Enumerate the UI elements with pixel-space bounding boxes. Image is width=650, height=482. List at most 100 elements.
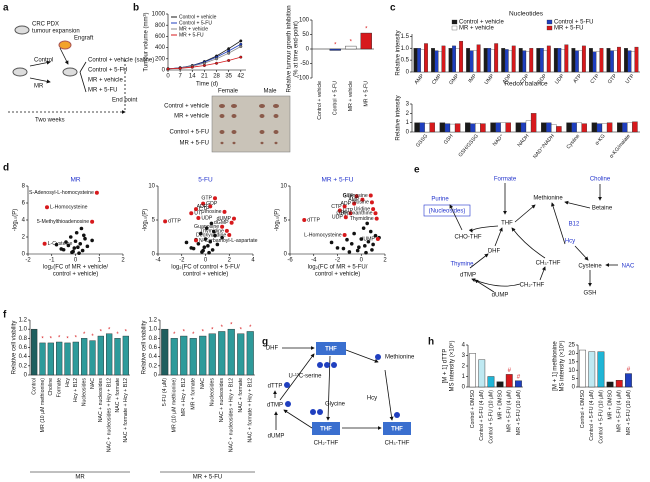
bar: [452, 45, 456, 73]
highlight-point: [348, 211, 353, 216]
category-label: Nucleosides: [210, 378, 216, 407]
point-label: UDP: [201, 215, 212, 221]
category-label: MR + formate: [191, 378, 197, 410]
y-tick-label: 0: [406, 70, 410, 76]
significance-mark: #: [508, 368, 512, 374]
bar: [494, 43, 499, 73]
bar: [574, 50, 579, 73]
significance-mark: *: [365, 27, 368, 33]
node: Purine: [431, 197, 449, 203]
point: [190, 65, 194, 69]
highlight-point: [163, 219, 168, 224]
highlight-point: [194, 238, 198, 243]
arrow: [29, 77, 51, 84]
panel-label: f: [3, 310, 7, 321]
category-label: Hcy: [65, 378, 71, 387]
category-label: MR + DMSO: [607, 390, 613, 420]
highlight-point: [342, 232, 347, 237]
legend-label: MR + vehicle: [179, 26, 208, 32]
legend-swatch: [451, 19, 458, 25]
bar: [438, 51, 442, 73]
node: (Nucleosides): [429, 209, 466, 215]
bar: [473, 50, 478, 73]
legend-label: MR + vehicle: [459, 26, 495, 32]
tumour-icon: [58, 40, 72, 50]
category-label: Choline: [48, 378, 54, 396]
point: [178, 66, 182, 70]
point: [66, 243, 71, 248]
box: [423, 204, 471, 217]
bar: [469, 50, 474, 73]
y-tick-label: 1: [462, 374, 466, 380]
point: [364, 250, 368, 255]
x-tick-label: -2: [335, 258, 341, 264]
point-label: CTP: [331, 204, 342, 210]
bar: [622, 122, 628, 133]
significance-mark: *: [100, 330, 103, 336]
x-tick-label: 1: [98, 258, 102, 264]
bar: [591, 122, 598, 133]
category-label: NAC + formate + Hcy + B12: [123, 378, 129, 443]
category-label: MR (10 µM methionine): [40, 378, 46, 433]
highlight-point: [42, 241, 47, 246]
highlight-point: [224, 228, 229, 233]
x-axis-label: log₂(FC of MR + 5-FU/: [308, 265, 368, 271]
category-label: Control + DMSO: [470, 390, 476, 428]
y-tick-label: 600: [155, 34, 166, 40]
bar: [581, 123, 587, 133]
point: [76, 245, 80, 249]
point: [365, 221, 369, 226]
bar: [500, 122, 506, 133]
category-label: IMP: [467, 73, 478, 84]
point-label: dUMP: [217, 216, 232, 222]
node: Choline: [590, 177, 611, 183]
y-axis-label: [M + 1] dTTP: [443, 349, 449, 384]
category-label: NAC + nucleosides + Hcy + B12: [107, 378, 113, 452]
y-tick-label: 2: [22, 235, 26, 241]
x-axis-label: log₂(FC of control + 5-FU/: [171, 265, 240, 271]
bar: [606, 122, 613, 133]
point: [227, 51, 231, 55]
bar: [617, 46, 621, 73]
y-tick-label: 25: [568, 343, 575, 349]
highlight-point: [194, 207, 198, 212]
x-tick-label: 2: [228, 258, 232, 264]
point: [207, 250, 211, 255]
bar: [564, 44, 569, 73]
category-label: CMP: [431, 73, 443, 86]
point-label: Guanosine: [194, 224, 219, 230]
bar: [579, 349, 586, 388]
significance-mark: *: [50, 336, 53, 342]
significance-mark: *: [75, 336, 78, 342]
x-tick-label: 35: [225, 74, 232, 80]
y-tick-label: 0.2: [19, 363, 28, 369]
point: [341, 246, 346, 251]
schematic-text: MR + vehicle: [88, 78, 124, 84]
point: [189, 246, 194, 250]
y-tick-label: 1.2: [19, 318, 28, 324]
y-tick-label: 0: [572, 385, 576, 391]
y-tick-label: 200: [155, 56, 166, 62]
schematic-text: tumour expansion: [32, 29, 80, 35]
bar: [170, 338, 178, 376]
x-axis-label: control + vehicle): [183, 272, 229, 278]
y-tick-label: 0: [406, 130, 410, 136]
x-axis-label: control + vehicle): [315, 272, 361, 278]
arrow: [79, 61, 87, 73]
point-label: L-Homocysteine: [50, 205, 88, 211]
point: [215, 242, 220, 247]
significance-mark: *: [192, 332, 195, 338]
bar: [596, 51, 600, 73]
significance-mark: *: [83, 332, 86, 338]
point: [357, 245, 361, 249]
panel-label: d: [3, 163, 9, 174]
bar: [541, 122, 547, 133]
bar: [617, 122, 623, 133]
bar: [329, 48, 341, 51]
point: [212, 229, 216, 234]
tumour: [231, 114, 237, 118]
point-label: GDP: [336, 211, 348, 217]
point-label: GDP: [206, 201, 218, 207]
point: [373, 233, 378, 238]
